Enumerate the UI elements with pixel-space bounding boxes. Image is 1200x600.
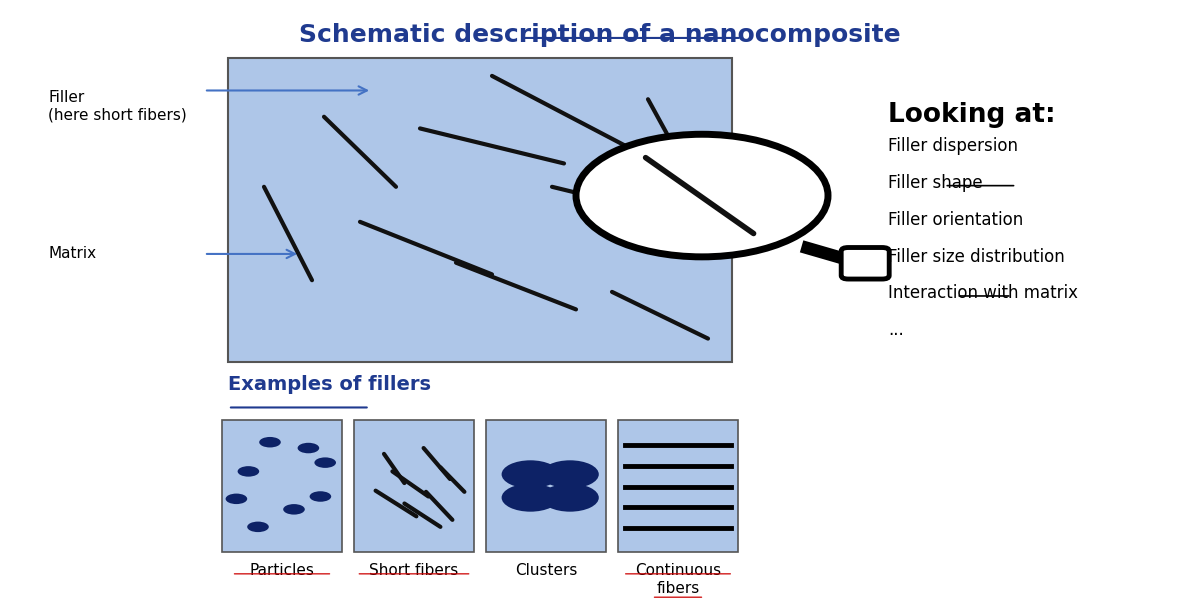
Text: Continuous
fibers: Continuous fibers [635, 563, 721, 596]
Text: Filler shape: Filler shape [888, 174, 983, 192]
Circle shape [502, 484, 559, 512]
FancyBboxPatch shape [354, 421, 474, 551]
Circle shape [576, 134, 828, 257]
Circle shape [541, 484, 599, 512]
Text: Filler size distribution: Filler size distribution [888, 248, 1064, 266]
Circle shape [238, 466, 259, 476]
FancyBboxPatch shape [222, 421, 342, 551]
Text: ...: ... [888, 321, 904, 339]
Circle shape [226, 494, 247, 504]
Text: Interaction with matrix: Interaction with matrix [888, 284, 1078, 302]
Text: Examples of fillers: Examples of fillers [228, 375, 431, 394]
Text: Clusters: Clusters [515, 563, 577, 578]
Circle shape [259, 437, 281, 448]
FancyBboxPatch shape [228, 58, 732, 362]
Circle shape [247, 521, 269, 532]
Circle shape [310, 491, 331, 502]
Text: Schematic description of a nanocomposite: Schematic description of a nanocomposite [299, 23, 901, 47]
FancyBboxPatch shape [486, 421, 606, 551]
Text: Particles: Particles [250, 563, 314, 578]
FancyBboxPatch shape [618, 421, 738, 551]
Circle shape [541, 460, 599, 488]
Circle shape [283, 504, 305, 515]
Text: Matrix: Matrix [48, 247, 96, 262]
Text: Filler
(here short fibers): Filler (here short fibers) [48, 91, 187, 123]
Circle shape [298, 443, 319, 453]
Text: Looking at:: Looking at: [888, 102, 1056, 128]
Circle shape [314, 457, 336, 468]
Text: Short fibers: Short fibers [370, 563, 458, 578]
Circle shape [502, 460, 559, 488]
FancyBboxPatch shape [841, 248, 889, 279]
Text: Filler dispersion: Filler dispersion [888, 137, 1018, 155]
Text: Filler orientation: Filler orientation [888, 211, 1024, 229]
